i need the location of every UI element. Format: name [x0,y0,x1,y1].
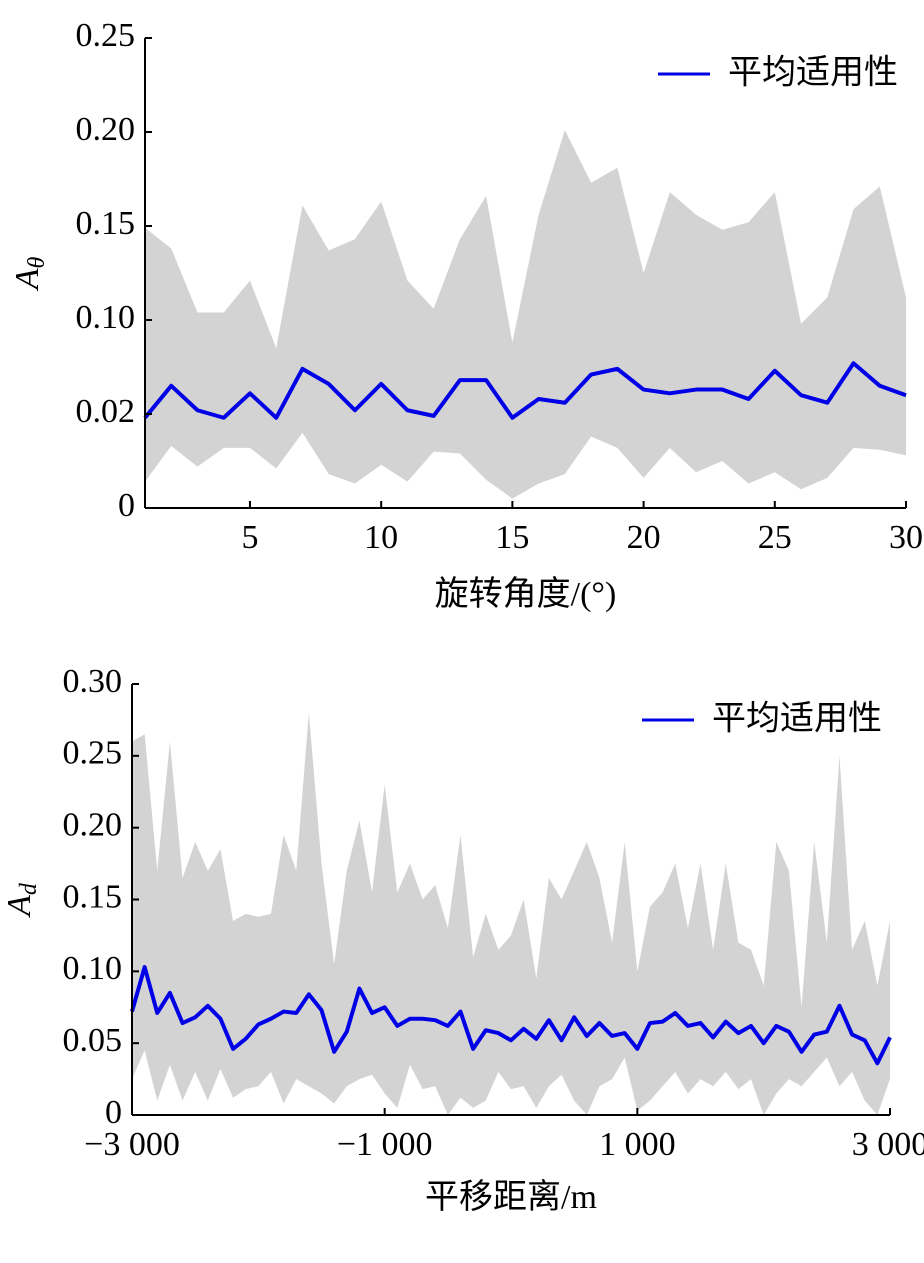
range-band [132,712,890,1115]
x-tick-label: 25 [758,519,792,556]
y-tick-label: 0.20 [63,806,123,843]
y-tick-label: 0.25 [63,735,123,772]
y-label-main: A [9,268,46,291]
x-tick-label: 3 000 [852,1126,924,1163]
y-axis-label: Ad [1,882,42,918]
y-tick-label: 0.15 [76,205,136,242]
x-tick-label: −3 000 [84,1126,180,1163]
y-tick-label: 0.05 [63,1022,123,1059]
y-label-sub: d [16,882,42,895]
x-axis-label: 平移距离/m [425,1178,597,1216]
legend-label: 平均适用性 [712,699,882,739]
range-band [145,130,906,499]
y-tick-label: 0.20 [76,111,136,148]
y-label-sub: θ [24,257,50,269]
y-label-main: A [1,895,38,918]
y-tick-label: 0.10 [63,950,123,987]
y-tick-label: 0 [118,487,135,524]
x-tick-label: 30 [889,519,923,556]
y-tick-label: 0.10 [76,299,136,336]
legend-label: 平均适用性 [728,53,898,93]
x-tick-label: 1 000 [599,1126,676,1163]
x-tick-label: 10 [364,519,398,556]
x-tick-label: 5 [241,519,258,556]
mean-line [130,965,892,1066]
y-tick-label: 0.15 [63,878,123,915]
x-tick-label: 15 [495,519,529,556]
x-tick-label: −1 000 [337,1126,433,1163]
x-axis-label: 旋转角度/(°) [435,575,617,613]
y-tick-label: 0.30 [63,663,123,700]
y-tick-label: 0.02 [76,393,136,430]
y-tick-label: 0.25 [76,17,136,54]
x-tick-label: 20 [627,519,661,556]
y-axis-label: Aθ [9,257,50,292]
y-tick-label: 0 [105,1094,122,1131]
mean-line [143,361,907,420]
